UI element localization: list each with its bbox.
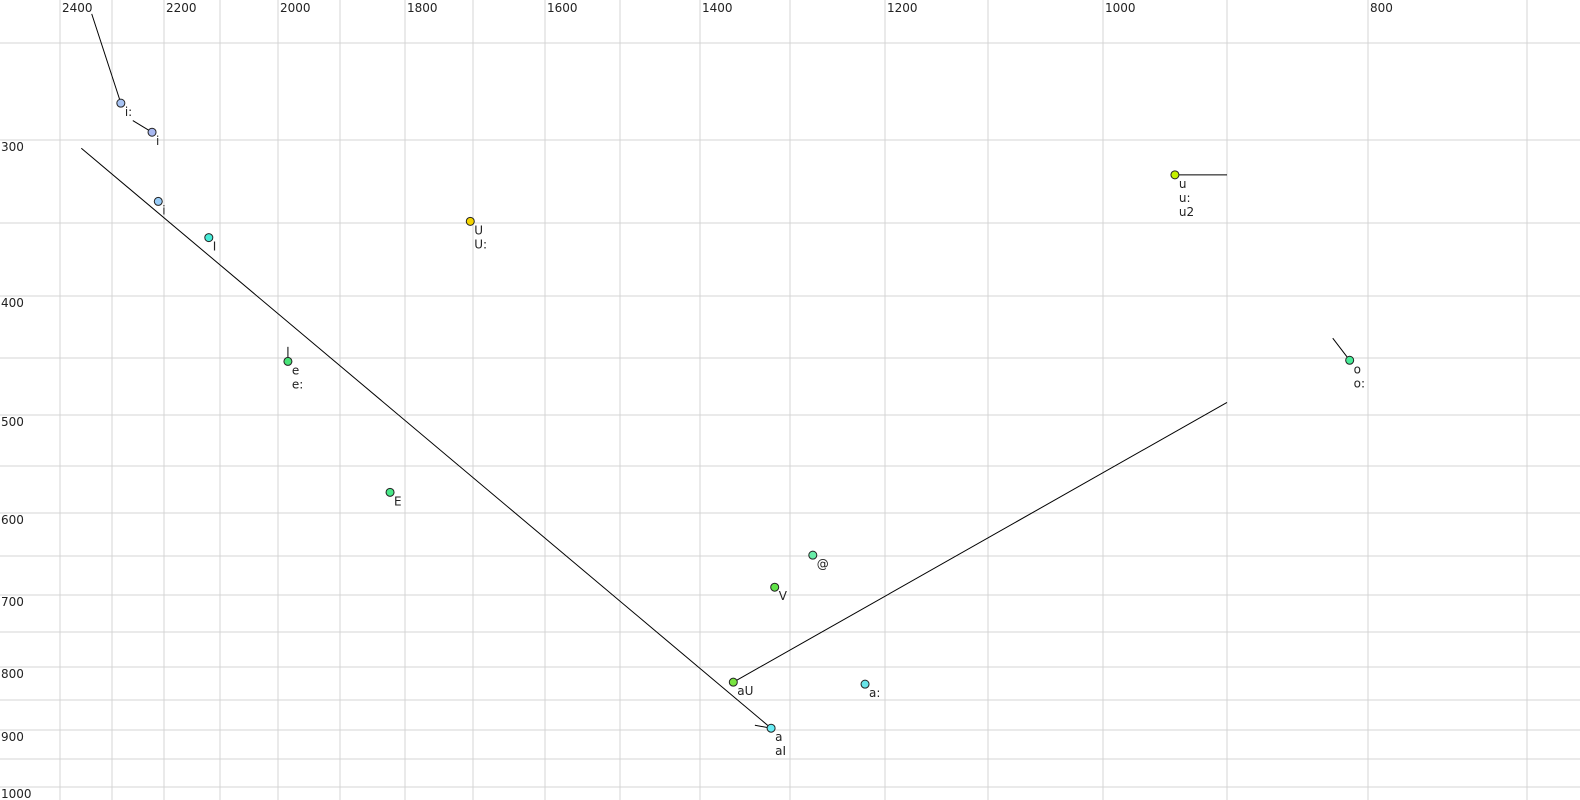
y-tick-label: 300 [1,140,24,154]
point-marker[interactable] [147,127,157,137]
vowel-point[interactable]: ee: [283,356,303,391]
point-marker[interactable] [204,233,214,243]
point-marker[interactable] [728,677,738,687]
point-marker[interactable] [1170,170,1180,180]
y-tick-label: 500 [1,415,24,429]
x-tick-label: 1600 [547,1,578,15]
vowel-point[interactable]: oo: [1345,355,1365,390]
vowel-point[interactable]: i [153,196,166,217]
point-marker[interactable] [808,550,818,560]
point-marker[interactable] [860,679,870,689]
point-label: E [394,494,402,508]
vowel-point[interactable]: aaI [766,723,786,758]
x-tick-label: 1400 [702,1,733,15]
point-label: o: [1354,376,1365,390]
point-label: @ [817,557,829,571]
point-marker[interactable] [465,216,475,226]
tick-labels: 2400 2200 2000 1800 1600 1400 1200 1000 800 300 40… [1,1,1393,800]
point-label: U: [474,237,487,251]
y-tick-label: 400 [1,296,24,310]
point-marker[interactable] [116,98,126,108]
x-tick-label: 2400 [62,1,93,15]
point-label: i: [125,105,132,119]
y-tick-label: 700 [1,595,24,609]
point-label: a: [869,686,880,700]
vowel-point[interactable]: I [204,233,217,254]
point-marker[interactable] [1345,355,1355,365]
point-label: i [156,134,159,148]
point-marker[interactable] [770,582,780,592]
x-tick-label: 1000 [1105,1,1136,15]
point-label: u2 [1179,205,1194,219]
point-label: u [1179,177,1187,191]
point-label: o [1354,362,1361,376]
point-marker[interactable] [283,356,293,366]
point-label: e [292,363,299,377]
point-marker[interactable] [153,196,163,206]
x-tick-label: 800 [1370,1,1393,15]
vowel-point[interactable]: i: [116,98,132,119]
vowel-point[interactable]: V [770,582,788,603]
vowel-point[interactable]: i [147,127,159,148]
vowel-point[interactable]: aU [728,677,753,698]
point-label: i [162,203,165,217]
trajectory-line [91,13,122,104]
x-tick-label: 1200 [887,1,918,15]
trajectory-line [1332,337,1351,361]
y-tick-label: 600 [1,513,24,527]
point-label: I [213,240,217,254]
vowel-point[interactable]: @ [808,550,829,571]
point-label: e: [292,377,303,391]
vowel-point[interactable]: UU: [465,216,487,251]
x-tick-label: 2200 [166,1,197,15]
y-tick-label: 900 [1,730,24,744]
point-label: V [779,589,788,603]
trajectory-line [80,147,772,729]
trajectory-line [733,402,1228,683]
point-label: u: [1179,191,1191,205]
x-tick-label: 1800 [407,1,438,15]
point-label: a [775,730,782,744]
point-label: U [474,223,483,237]
vowel-point[interactable]: uu:u2 [1170,170,1194,219]
point-marker[interactable] [766,723,776,733]
vowel-point[interactable]: E [385,487,402,508]
x-tick-label: 2000 [280,1,311,15]
point-label: aU [737,684,753,698]
y-tick-label: 1000 [1,787,32,800]
vowel-point[interactable]: a: [860,679,880,700]
trajectories [80,13,1351,729]
y-tick-label: 800 [1,667,24,681]
point-marker[interactable] [385,487,395,497]
point-label: aI [775,744,786,758]
